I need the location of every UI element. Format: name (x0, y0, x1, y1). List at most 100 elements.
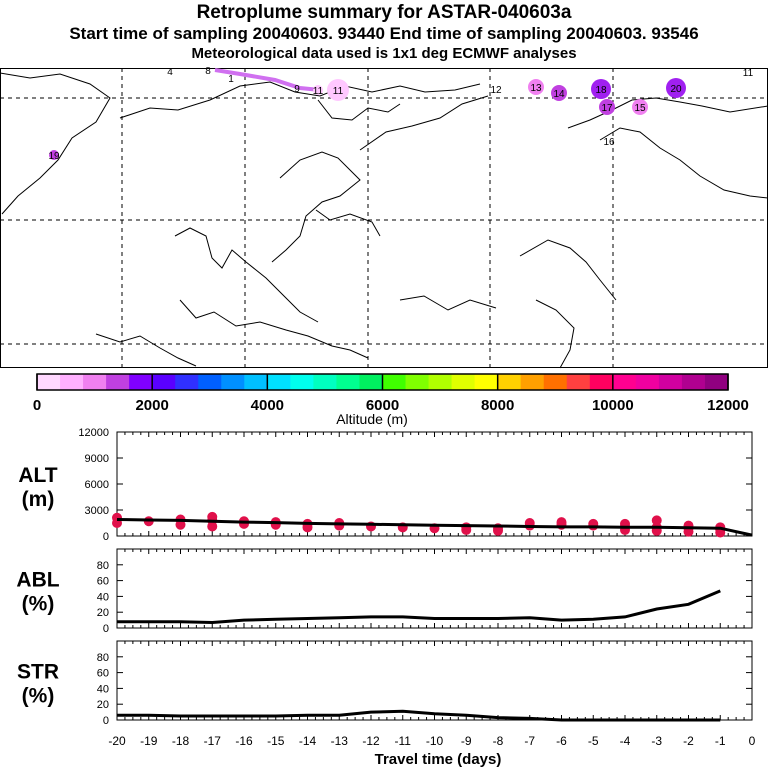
x-tick-label: -7 (524, 734, 535, 748)
altitude-scatter-point (207, 511, 218, 522)
y-tick-label: 6000 (85, 479, 109, 491)
y-tick-label: 60 (97, 576, 109, 588)
series-line (117, 709, 721, 722)
colorbar-segment (129, 374, 153, 390)
coastline (359, 95, 489, 151)
y-axis-label: ALT (18, 464, 57, 487)
y-tick-label: 0 (103, 531, 109, 543)
x-tick-label: -19 (140, 734, 158, 748)
y-axis-label: STR (17, 661, 59, 684)
colorbar-segment (313, 374, 337, 390)
coastline (317, 99, 401, 121)
coastline (95, 333, 197, 367)
map-day-label: 14 (553, 89, 565, 100)
y-tick-label: 80 (97, 560, 109, 572)
map-day-label: 4 (167, 67, 173, 78)
coastline (535, 299, 575, 369)
colorbar-segment (221, 374, 245, 390)
map-day-label: 16 (603, 137, 615, 148)
coastline (315, 209, 381, 237)
coastline (599, 127, 768, 199)
colorbar-segment (267, 374, 291, 390)
colorbar-segment (60, 374, 84, 390)
map-centroid-marker (666, 78, 686, 98)
altitude-scatter-point (461, 522, 472, 533)
map-day-label: 9 (294, 84, 300, 95)
x-tick-label: -10 (426, 734, 444, 748)
x-tick-label: -5 (588, 734, 599, 748)
coastline (245, 261, 319, 323)
map-centroid-marker (528, 79, 544, 95)
altitude-colorbar: 0 2000 4000 6000 8000 10000 12000 Altitude (m) (33, 373, 749, 427)
y-tick-label: 9000 (85, 453, 109, 465)
x-tick-label: -20 (108, 734, 126, 748)
map-centroid-marker (632, 99, 648, 115)
colorbar-tick-label: 4000 (251, 397, 284, 414)
panel-frame (116, 548, 753, 629)
colorbar-segment (336, 374, 360, 390)
map-day-label: 8 (205, 66, 211, 77)
x-tick-label: -4 (620, 734, 631, 748)
coastline (519, 239, 617, 301)
x-tick-label: -14 (299, 734, 317, 748)
colorbar-segment (566, 374, 591, 390)
coastline (0, 72, 111, 215)
map-centroid-marker (551, 85, 567, 101)
sampling-time-line: Start time of sampling 20040603. 93440 E… (69, 24, 699, 43)
x-tick-label: -9 (461, 734, 472, 748)
colorbar-segment (198, 374, 222, 390)
colorbar-tick-label: 12000 (707, 397, 749, 414)
map-day-label: 11 (313, 86, 324, 97)
y-tick-label: 40 (97, 591, 109, 603)
y-axis-unit: (m) (22, 488, 55, 511)
altitude-scatter-point (651, 515, 662, 526)
map-day-label: 1 (228, 74, 234, 85)
colorbar-segment (106, 374, 130, 390)
colorbar-segment (175, 374, 199, 390)
plume-track (214, 68, 321, 92)
colorbar-segment (612, 374, 637, 390)
y-tick-label: 20 (97, 699, 109, 711)
y-tick-label: 20 (97, 607, 109, 619)
colorbar-tick-label: 8000 (481, 397, 514, 414)
x-tick-label: -2 (683, 734, 694, 748)
timeseries-panel: 12000 9000 6000 3000 0 ALT(m) (18, 427, 753, 543)
coastline (179, 299, 369, 359)
map-centroid-marker (327, 79, 349, 101)
map-day-label: 11 (743, 68, 754, 79)
x-tick-label: 0 (749, 734, 756, 748)
x-tick-label: -12 (362, 734, 380, 748)
map-day-label: 17 (601, 103, 613, 114)
map-day-label: 13 (530, 83, 542, 94)
colorbar-segment (658, 374, 683, 390)
colorbar-segment (152, 374, 176, 390)
map-frame (0, 68, 768, 368)
map-centroid-marker (591, 79, 611, 99)
colorbar-segment (382, 374, 407, 390)
y-tick-label: 0 (103, 715, 109, 727)
map-day-label: 15 (634, 103, 646, 114)
altitude-scatter-point (556, 517, 567, 528)
x-tick-label: -15 (267, 734, 285, 748)
colorbar-segment (405, 374, 430, 390)
x-axis-label: Travel time (days) (375, 751, 502, 768)
y-tick-label: 3000 (85, 505, 109, 517)
coastline (567, 97, 768, 129)
coastline (271, 151, 361, 263)
altitude-scatter-point (112, 512, 122, 523)
x-tick-label: -11 (395, 734, 412, 748)
colorbar-tick-label: 2000 (135, 397, 168, 414)
map-centroid-marker (49, 150, 59, 160)
chart-title: Retroplume summary for ASTAR-040603a (196, 2, 572, 23)
x-tick-label: -6 (556, 734, 567, 748)
y-tick-label: 60 (97, 668, 109, 680)
y-tick-label: 80 (97, 652, 109, 664)
x-tick-label: -8 (493, 734, 504, 748)
colorbar-segment (497, 374, 522, 390)
colorbar-segment (83, 374, 107, 390)
colorbar-segment (543, 374, 568, 390)
map-centroid-marker (599, 99, 615, 115)
